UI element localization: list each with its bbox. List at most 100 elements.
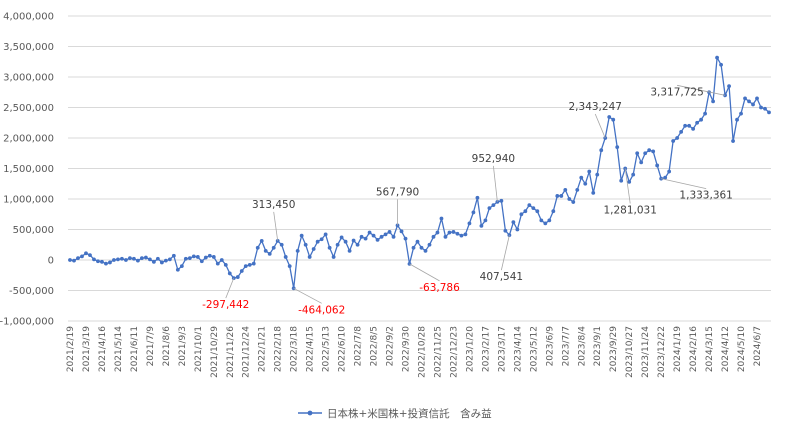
data-point: [431, 234, 436, 239]
y-tick-label: 500,000: [13, 225, 54, 236]
x-tick-label: 2023/11/24: [641, 326, 651, 378]
data-point: [711, 99, 715, 104]
data-point: [120, 256, 124, 261]
data-point: [759, 105, 763, 110]
data-point: [116, 257, 120, 262]
x-tick-label: 2023/10/27: [625, 326, 635, 378]
data-point: [215, 261, 220, 266]
x-tick-label: 2022/3/18: [290, 326, 300, 372]
data-point: [271, 245, 276, 250]
data-point: [435, 230, 440, 235]
data-point: [171, 253, 176, 258]
data-label: 3,317,725: [650, 86, 703, 98]
data-point: [491, 203, 496, 208]
x-tick-label: 2022/1/21: [258, 326, 268, 372]
data-point: [315, 239, 320, 244]
data-label: 407,541: [480, 271, 523, 283]
data-point: [415, 239, 420, 244]
data-point: [463, 232, 468, 237]
data-label-leader: [225, 277, 235, 299]
series-points: [68, 55, 771, 291]
data-point: [647, 148, 652, 153]
data-point: [383, 232, 388, 237]
x-tick-label: 2024/4/12: [721, 326, 731, 372]
data-label-leader: [293, 287, 322, 304]
data-point: [151, 259, 156, 264]
data-point: [635, 151, 640, 156]
data-point: [327, 245, 332, 250]
data-point: [667, 169, 672, 174]
data-point: [167, 257, 172, 262]
data-point: [439, 216, 444, 221]
x-tick-label: 2022/10/28: [417, 326, 427, 378]
y-tick-label: 3,000,000: [3, 73, 54, 84]
data-label-leader: [273, 211, 279, 241]
data-point: [371, 233, 376, 238]
x-tick-label: 2022/8/5: [370, 326, 380, 366]
data-point: [399, 229, 404, 234]
data-point: [691, 126, 696, 131]
x-tick-label: 2023/8/4: [577, 326, 587, 367]
legend[interactable]: 日本株+米国株+投資信託 含み益: [298, 407, 492, 420]
data-point: [715, 55, 719, 60]
data-point: [595, 172, 600, 177]
data-point: [451, 230, 456, 234]
data-point: [331, 255, 336, 259]
data-point: [447, 230, 452, 235]
data-point: [747, 99, 751, 104]
x-axis-tick-labels: 2021/2/19 2021/3/19 2021/4/16 2021/5/14 2021…: [66, 326, 763, 378]
data-point: [219, 258, 224, 262]
data-point: [563, 187, 568, 192]
data-point: [375, 237, 380, 242]
data-point: [487, 206, 492, 211]
data-point: [767, 110, 771, 115]
data-point: [76, 256, 80, 261]
x-tick-label: 2021/12/24: [242, 326, 252, 378]
data-point: [663, 175, 668, 180]
data-point: [379, 234, 384, 239]
x-tick-label: 2022/6/10: [338, 326, 348, 372]
data-point: [391, 234, 396, 239]
data-point: [475, 195, 480, 200]
data-point: [763, 106, 767, 111]
x-tick-label: 2024/3/15: [705, 326, 715, 372]
x-tick-label: 2023/12/22: [657, 326, 667, 378]
data-point: [136, 258, 140, 263]
y-tick-label: 1,500,000: [3, 164, 54, 175]
x-tick-label: 2022/5/13: [322, 326, 332, 372]
data-point: [323, 232, 328, 237]
data-point: [619, 178, 624, 183]
data-label-leader: [661, 178, 707, 190]
data-point: [671, 139, 676, 143]
data-point: [207, 253, 212, 258]
data-point: [527, 203, 532, 208]
x-tick-label: 2022/9/2: [386, 326, 396, 366]
data-point: [263, 248, 268, 253]
data-point: [267, 252, 272, 256]
data-point: [92, 257, 96, 262]
data-point: [471, 210, 476, 215]
data-point: [731, 139, 735, 143]
data-label-leader: [676, 84, 726, 96]
data-label: 2,343,247: [569, 101, 622, 113]
data-point: [467, 221, 472, 226]
data-point: [719, 62, 723, 67]
data-point: [579, 175, 584, 180]
y-tick-label: -1,000,000: [0, 317, 54, 328]
data-point: [411, 245, 416, 250]
data-point: [423, 248, 428, 253]
data-point: [104, 261, 108, 266]
data-point: [695, 120, 700, 125]
x-tick-label: 2021/7/9: [146, 326, 156, 367]
data-point: [483, 218, 488, 223]
data-point: [571, 200, 576, 204]
data-point: [287, 264, 292, 268]
x-tick-label: 2024/6/7: [753, 326, 763, 366]
x-tick-label: 2021/6/11: [130, 326, 140, 372]
data-point: [223, 262, 228, 267]
data-point: [503, 228, 508, 233]
x-tick-label: 2023/3/17: [497, 326, 507, 372]
data-point: [128, 256, 132, 261]
data-point: [227, 271, 232, 276]
data-point: [159, 260, 164, 265]
